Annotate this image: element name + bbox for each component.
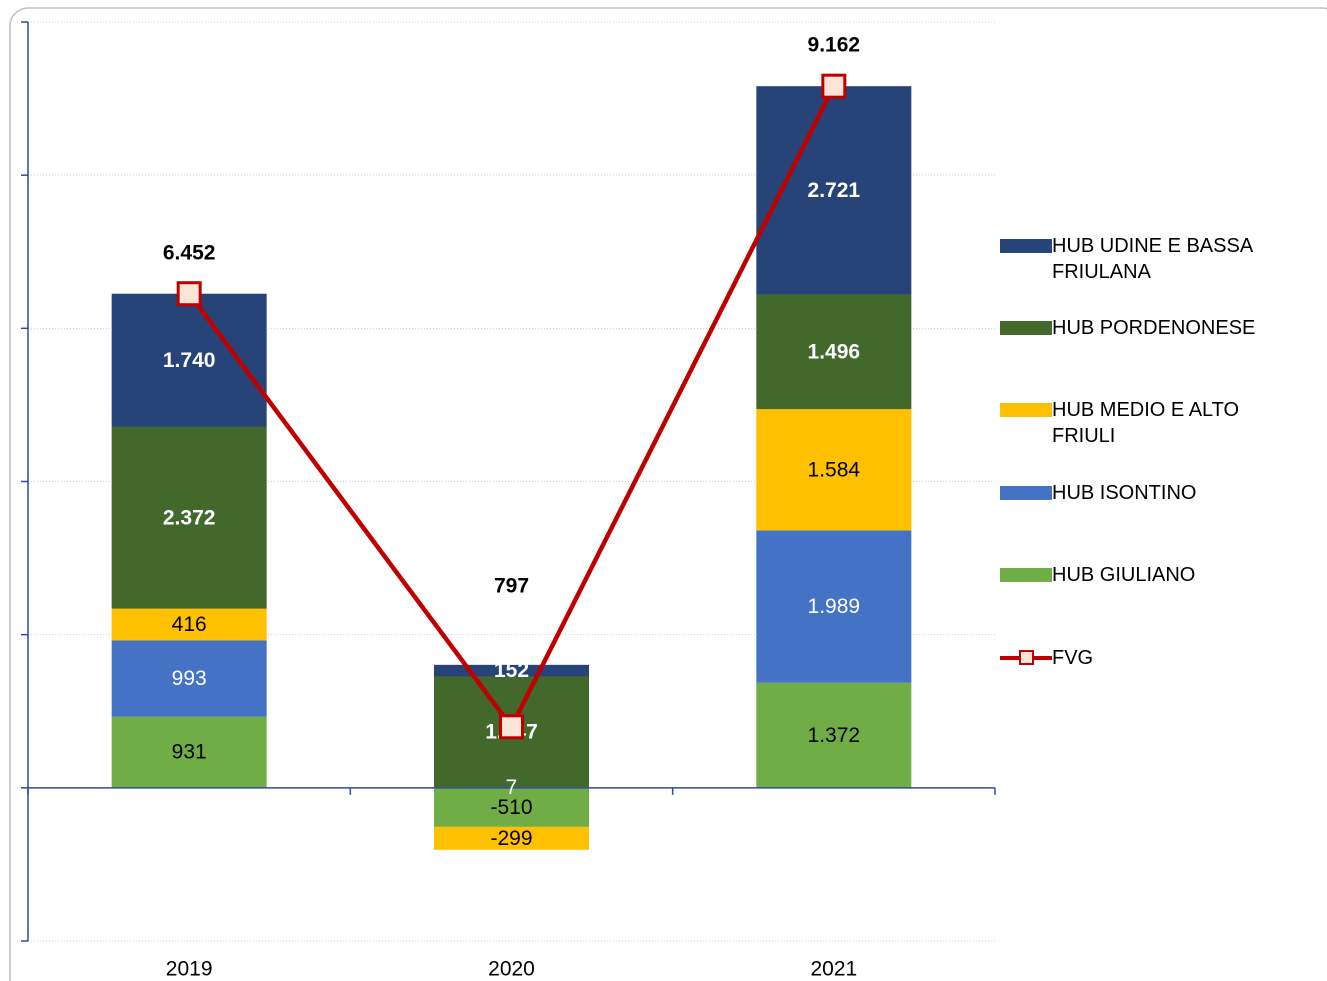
bar-segment <box>756 409 912 531</box>
x-tick-label: 2021 <box>810 958 857 981</box>
legend-item: HUB UDINE E BASSA FRIULANA <box>1000 233 1310 285</box>
data-label: 1.372 <box>808 724 861 747</box>
x-tick-label: 2020 <box>488 958 535 981</box>
bar-segment <box>756 530 912 683</box>
legend-item: HUB GIULIANO <box>1000 562 1310 588</box>
bar-segment <box>111 426 267 609</box>
total-label: 797 <box>494 574 529 597</box>
legend-swatch <box>1000 239 1052 253</box>
legend-label: FVG <box>1052 647 1094 669</box>
legend-swatch <box>1000 568 1052 582</box>
data-label: 1.989 <box>808 595 861 618</box>
legend-label: HUB UDINE E BASSA FRIULANA <box>1052 235 1253 283</box>
legend-marker <box>1019 650 1034 665</box>
legend-swatch <box>1000 486 1052 500</box>
data-label: 993 <box>172 667 207 690</box>
line-marker <box>821 73 847 99</box>
bar-segment <box>111 716 267 788</box>
line-series <box>187 85 836 732</box>
legend-label: HUB MEDIO E ALTO FRIULI <box>1052 399 1240 447</box>
line-marker <box>499 714 524 740</box>
x-tick-label: 2019 <box>166 958 213 981</box>
data-label: 2.721 <box>808 179 861 202</box>
frame <box>9 7 1327 981</box>
legend-swatch <box>1000 321 1052 335</box>
data-label: -299 <box>490 827 532 850</box>
bar-segment <box>756 682 912 788</box>
total-label: 6.452 <box>163 241 216 264</box>
line-marker <box>176 281 202 307</box>
data-label: 1.740 <box>163 349 216 372</box>
bar-segment <box>434 664 589 677</box>
legend-swatch <box>1000 650 1052 665</box>
bar-segment <box>756 294 912 410</box>
legend-item: HUB MEDIO E ALTO FRIULI <box>1000 397 1310 449</box>
data-label: 7 <box>506 776 518 799</box>
legend-item: FVG <box>1000 645 1310 671</box>
legend-item: HUB PORDENONESE <box>1000 315 1310 341</box>
data-label: -510 <box>490 796 532 819</box>
data-label: 152 <box>494 659 529 682</box>
data-label: 416 <box>172 613 207 636</box>
data-label: 931 <box>172 741 207 764</box>
legend-label: HUB ISONTINO <box>1052 482 1197 504</box>
legend-label: HUB PORDENONESE <box>1052 317 1256 339</box>
data-label: 2.372 <box>163 506 216 529</box>
bar-segment <box>434 826 589 850</box>
legend-swatch <box>1000 403 1052 417</box>
legend-item: HUB ISONTINO <box>1000 480 1310 506</box>
data-label: 1.584 <box>808 458 861 481</box>
total-label: 9.162 <box>808 34 861 57</box>
data-label: 1.496 <box>808 340 861 363</box>
legend-label: HUB GIULIANO <box>1052 564 1196 586</box>
bar-segment <box>111 608 267 641</box>
bar-segment <box>111 640 267 717</box>
bar-segment <box>434 787 589 827</box>
